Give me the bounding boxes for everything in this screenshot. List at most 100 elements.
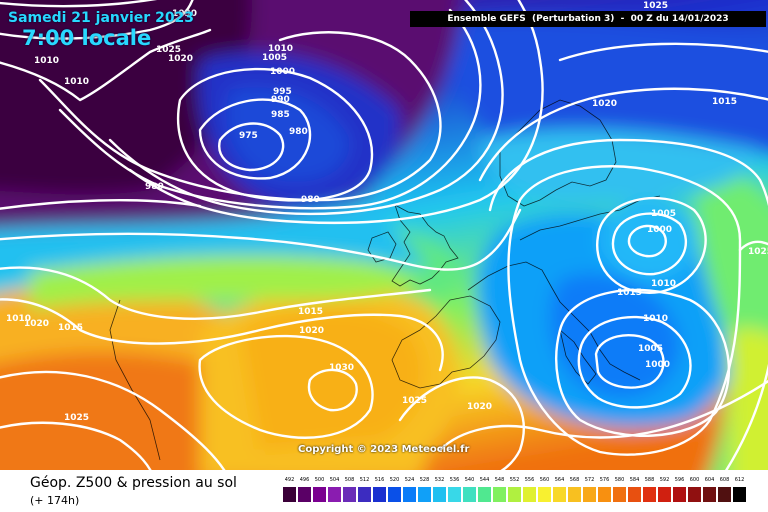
isobar-label: 1025 [402, 396, 427, 406]
scale-label: 508 [344, 477, 355, 483]
scale-swatch [703, 487, 716, 502]
product-title: Géop. Z500 & pression au sol [30, 475, 237, 491]
scale-label: 532 [434, 477, 445, 483]
model-run-info: Ensemble GEFS (Perturbation 3) - 00 Z du… [410, 11, 766, 27]
scale-swatch [283, 487, 296, 502]
scale-swatch [733, 487, 746, 502]
isobar [0, 0, 157, 8]
forecast-local-time: 7:00 locale [22, 26, 152, 50]
scale-swatch [388, 487, 401, 502]
valid-time-header: Samedi 21 janvier 2023 7:00 locale [8, 10, 194, 50]
isobar [398, 376, 525, 470]
isobar-label: 1005 [651, 209, 676, 219]
isobar-label: 990 [271, 95, 290, 105]
isobar [507, 165, 742, 456]
scale-swatch [718, 487, 731, 502]
scale-swatch [313, 487, 326, 502]
scale-swatch [643, 487, 656, 502]
scale-swatch [418, 487, 431, 502]
isobar [108, 0, 504, 216]
isobar-label: 980 [301, 195, 320, 205]
scale-label: 604 [704, 477, 715, 483]
isobar [594, 333, 665, 389]
isobar [198, 334, 374, 439]
isobar-label: 1020 [24, 319, 49, 329]
scale-swatch [598, 487, 611, 502]
isobar-labels: 1030 1025 1020 1010 1010 1010 1005 1000 … [6, 1, 768, 423]
legend-panel: Géop. Z500 & pression au sol (+ 174h) 49… [0, 470, 768, 512]
scale-swatch [463, 487, 476, 502]
isobar-label: 1020 [168, 54, 193, 64]
scale-swatch [358, 487, 371, 502]
isobar-label: 1020 [299, 326, 324, 336]
isobar-label: 1010 [64, 77, 89, 87]
scale-swatch [478, 487, 491, 502]
scale-label: 492 [284, 477, 295, 483]
isobar-label: 1020 [467, 402, 492, 412]
scale-swatch [538, 487, 551, 502]
scale-label: 596 [674, 477, 685, 483]
scale-label: 556 [524, 477, 535, 483]
isobar-label: 985 [271, 110, 290, 120]
scale-label: 520 [389, 477, 400, 483]
isobar-label: 980 [145, 182, 164, 192]
isobar [627, 224, 667, 258]
scale-label: 544 [479, 477, 490, 483]
baltic-coastline [519, 195, 661, 241]
scale-label: 548 [494, 477, 505, 483]
isobar [488, 138, 768, 470]
isobar-label: 1000 [645, 360, 670, 370]
isobar-label: 1030 [329, 363, 354, 373]
scale-label: 608 [719, 477, 730, 483]
isobar-label: 1025 [643, 1, 668, 11]
isobar [218, 122, 285, 172]
isobar-label: 1015 [712, 97, 737, 107]
isobar [128, 0, 544, 225]
isobar-label: 1010 [6, 314, 31, 324]
isobar-label: 1025 [748, 247, 768, 257]
isobar [176, 67, 374, 202]
scale-swatch [688, 487, 701, 502]
isobar [555, 288, 731, 437]
weather-map: 1030 1025 1020 1010 1010 1010 1005 1000 … [0, 0, 768, 470]
scale-swatch [343, 487, 356, 502]
isobar [595, 196, 707, 295]
isobar-label: 1010 [651, 279, 676, 289]
isobar-label: 1020 [592, 99, 617, 109]
scale-swatch [568, 487, 581, 502]
isobar-label: 1030 [172, 9, 197, 19]
isobar-lines [0, 0, 768, 470]
scale-swatch [433, 487, 446, 502]
isobar [307, 368, 358, 412]
scale-label: 512 [359, 477, 370, 483]
scale-label: 612 [734, 477, 745, 483]
isobar-label: 995 [273, 87, 292, 97]
lead-time: (+ 174h) [30, 494, 80, 507]
scale-swatch [523, 487, 536, 502]
isobar [198, 98, 312, 180]
iberia-coastline [391, 295, 501, 389]
isobar [438, 379, 768, 452]
scale-label: 528 [419, 477, 430, 483]
isobar-label: 980 [289, 127, 308, 137]
scale-label: 568 [569, 477, 580, 483]
scale-label: 536 [449, 477, 460, 483]
isobar [558, 42, 768, 62]
isobar-label: 1015 [58, 323, 83, 333]
scale-label: 552 [509, 477, 520, 483]
isobar [0, 28, 212, 102]
isobar [478, 87, 768, 182]
scale-label: 540 [464, 477, 475, 483]
italy-coastline [559, 328, 597, 385]
isobar-label: 1005 [262, 53, 287, 63]
scale-label: 584 [629, 477, 640, 483]
scale-swatch [658, 487, 671, 502]
isobar [0, 208, 522, 271]
scale-swatch [493, 487, 506, 502]
isobar [611, 212, 688, 276]
isobar-label: 1010 [34, 56, 59, 66]
isobar-label: 1010 [268, 44, 293, 54]
scale-label: 500 [314, 477, 325, 483]
isobar-label: 1025 [156, 45, 181, 55]
scale-swatch [553, 487, 566, 502]
